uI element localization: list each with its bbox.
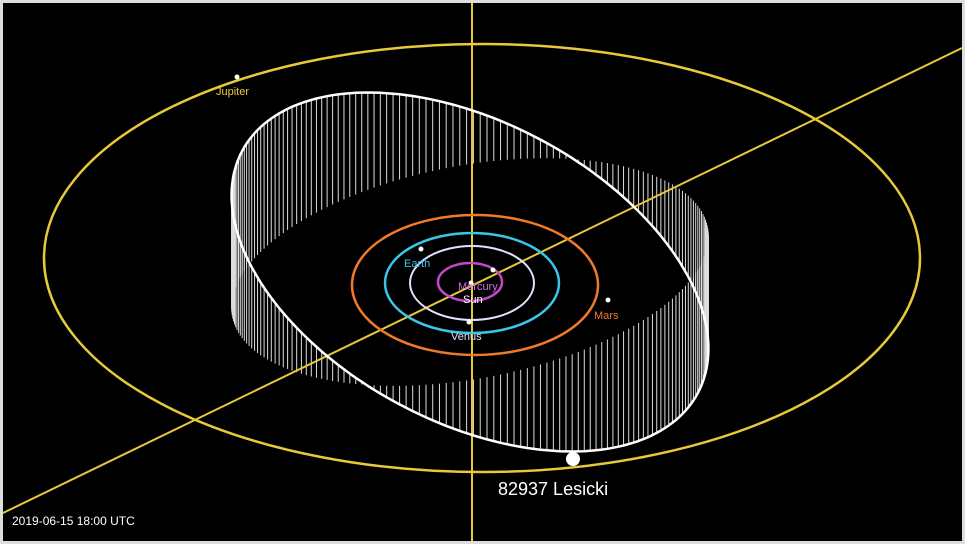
jupiter-orbit — [42, 42, 922, 474]
earth-orbit — [383, 231, 561, 335]
orbit-hatching — [231, 92, 709, 452]
planet — [605, 297, 611, 303]
mars-orbit — [350, 213, 600, 357]
planet-label: Jupiter — [216, 86, 249, 98]
mercury-orbit — [436, 261, 504, 303]
planet-label: Venus — [451, 331, 482, 343]
planet — [490, 267, 496, 273]
venus-orbit — [409, 245, 535, 321]
asteroid — [566, 452, 580, 466]
planet-label: Mars — [594, 310, 619, 322]
asteroid-label: 82937 Lesicki — [498, 479, 608, 499]
planet-label: Earth — [404, 258, 430, 270]
planet — [466, 319, 472, 325]
asteroid-orbit — [230, 91, 710, 453]
timestamp: 2019-06-15 18:00 UTC — [12, 514, 135, 528]
axis-line — [2, 47, 963, 514]
sun — [468, 280, 474, 286]
planet-label: Mercury — [458, 281, 498, 293]
background — [3, 3, 962, 541]
sun-label: Sun — [463, 294, 483, 306]
planet — [234, 74, 240, 80]
planet — [418, 246, 424, 252]
